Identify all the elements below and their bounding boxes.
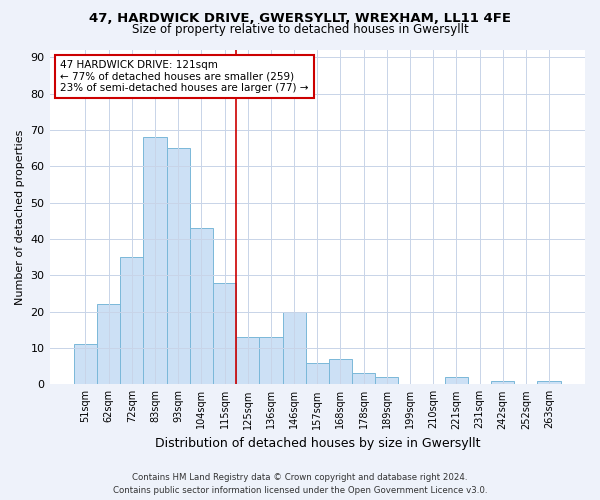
Y-axis label: Number of detached properties: Number of detached properties bbox=[15, 130, 25, 305]
X-axis label: Distribution of detached houses by size in Gwersyllt: Distribution of detached houses by size … bbox=[155, 437, 480, 450]
Text: Size of property relative to detached houses in Gwersyllt: Size of property relative to detached ho… bbox=[131, 22, 469, 36]
Bar bbox=[259, 337, 283, 384]
Bar bbox=[236, 337, 259, 384]
Bar bbox=[97, 304, 120, 384]
Text: Contains HM Land Registry data © Crown copyright and database right 2024.
Contai: Contains HM Land Registry data © Crown c… bbox=[113, 473, 487, 495]
Bar bbox=[74, 344, 97, 385]
Bar bbox=[120, 257, 143, 384]
Bar bbox=[491, 380, 514, 384]
Bar bbox=[143, 137, 167, 384]
Bar bbox=[352, 374, 375, 384]
Bar bbox=[329, 359, 352, 384]
Bar bbox=[445, 377, 468, 384]
Text: 47 HARDWICK DRIVE: 121sqm
← 77% of detached houses are smaller (259)
23% of semi: 47 HARDWICK DRIVE: 121sqm ← 77% of detac… bbox=[60, 60, 309, 93]
Bar bbox=[167, 148, 190, 384]
Bar bbox=[538, 380, 560, 384]
Bar bbox=[375, 377, 398, 384]
Bar bbox=[305, 362, 329, 384]
Bar bbox=[213, 282, 236, 384]
Bar bbox=[190, 228, 213, 384]
Text: 47, HARDWICK DRIVE, GWERSYLLT, WREXHAM, LL11 4FE: 47, HARDWICK DRIVE, GWERSYLLT, WREXHAM, … bbox=[89, 12, 511, 26]
Bar bbox=[283, 312, 305, 384]
